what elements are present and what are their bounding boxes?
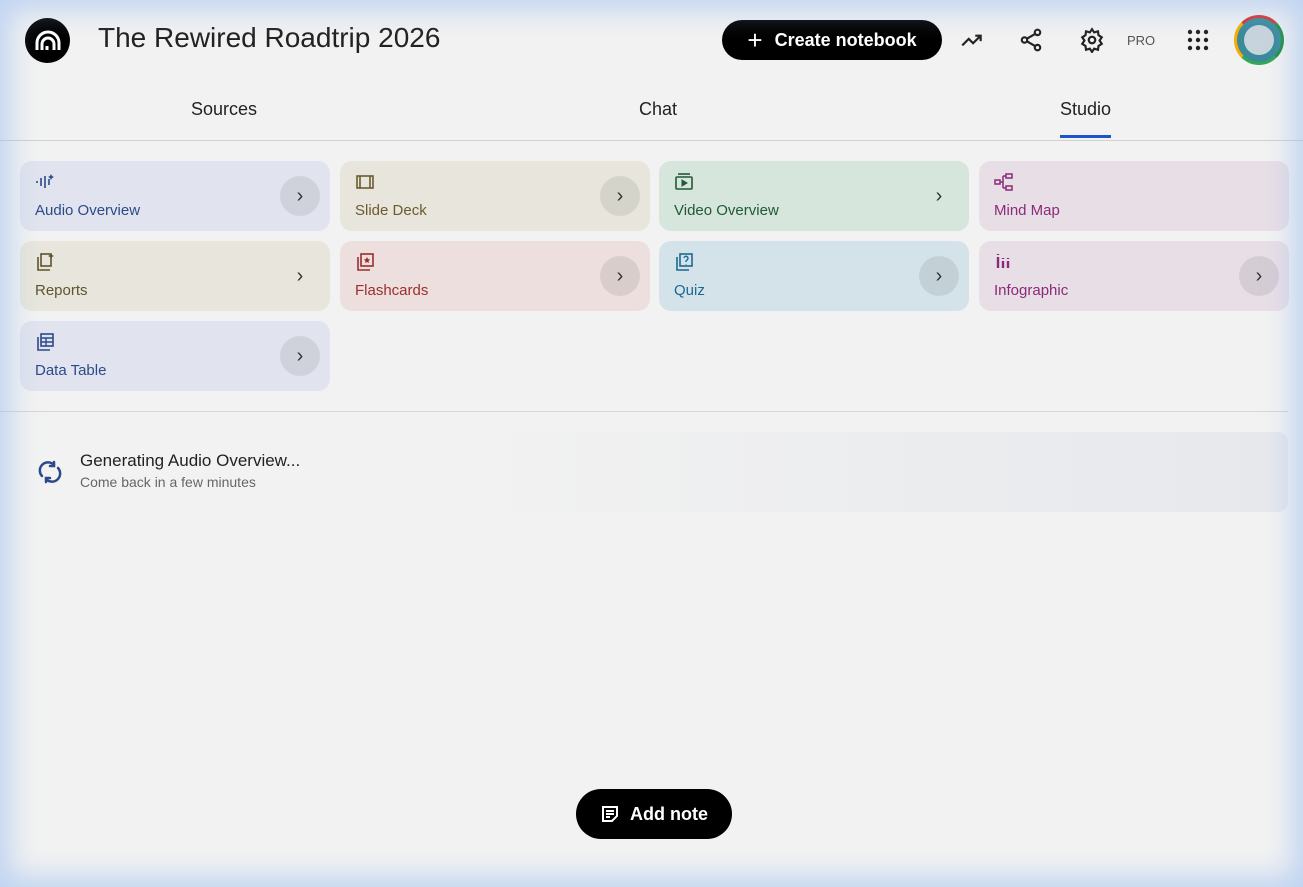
quiz-icon — [676, 253, 693, 271]
add-note-label: Add note — [630, 803, 708, 824]
settings-icon[interactable] — [1078, 26, 1106, 54]
chevron-right-icon[interactable]: › — [600, 176, 640, 216]
studio-tile-label: Video Overview — [674, 202, 779, 219]
panel-tabs: Sources Chat Studio — [0, 85, 1303, 141]
note-icon — [602, 806, 618, 822]
studio-tile-video-overview[interactable]: Video Overview › — [659, 161, 969, 231]
studio-tile-audio-overview[interactable]: Audio Overview › — [20, 161, 330, 231]
studio-tile-label: Flashcards — [355, 282, 429, 299]
chevron-right-icon[interactable]: › — [280, 176, 320, 216]
chevron-right-icon[interactable]: › — [296, 264, 304, 287]
sync-icon — [36, 460, 64, 489]
generating-title: Generating Audio Overview... — [80, 451, 301, 470]
analytics-icon[interactable] — [958, 26, 986, 54]
studio-tile-flashcards[interactable]: Flashcards › — [340, 241, 650, 311]
flashcards-icon — [357, 253, 374, 271]
notebook-title[interactable]: The Rewired Roadtrip 2026 — [98, 22, 441, 53]
table-icon — [37, 333, 54, 351]
mind-map-icon — [994, 173, 1013, 191]
studio-tile-label: Data Table — [35, 362, 107, 379]
share-icon[interactable] — [1017, 26, 1045, 54]
studio-tile-slide-deck[interactable]: Slide Deck › — [340, 161, 650, 231]
studio-tile-data-table[interactable]: Data Table › — [20, 321, 330, 391]
chevron-right-icon[interactable]: › — [935, 184, 943, 207]
plus-icon: + — [747, 25, 763, 55]
chevron-right-icon[interactable]: › — [919, 256, 959, 296]
avatar[interactable] — [1234, 15, 1284, 65]
studio-tile-infographic[interactable]: Infographic › — [979, 241, 1289, 311]
create-notebook-button[interactable]: + Create notebook — [722, 20, 942, 60]
notebooklm-logo-icon[interactable] — [25, 18, 70, 63]
chevron-right-icon[interactable]: › — [600, 256, 640, 296]
slides-icon — [356, 175, 374, 189]
reports-icon — [37, 253, 54, 271]
studio-tile-quiz[interactable]: Quiz › — [659, 241, 969, 311]
add-note-button[interactable]: Add note — [576, 789, 732, 839]
studio-tile-label: Mind Map — [994, 202, 1060, 219]
studio-tile-label: Infographic — [994, 282, 1069, 299]
tab-chat[interactable]: Chat — [639, 99, 678, 119]
divider — [0, 411, 1288, 412]
generating-subtitle: Come back in a few minutes — [80, 474, 256, 490]
tab-sources[interactable]: Sources — [191, 99, 258, 119]
chevron-right-icon[interactable]: › — [280, 336, 320, 376]
studio-tile-label: Slide Deck — [355, 202, 427, 219]
studio-tile-reports[interactable]: Reports › — [20, 241, 330, 311]
video-icon — [675, 173, 693, 190]
studio-tile-label: Quiz — [674, 282, 705, 299]
infographic-icon — [996, 254, 1010, 268]
audio-wave-icon — [36, 174, 54, 188]
studio-tile-label: Reports — [35, 282, 88, 299]
pro-badge: PRO — [1127, 33, 1156, 48]
studio-tile-mind-map[interactable]: Mind Map — [979, 161, 1289, 231]
apps-grid-icon[interactable] — [1184, 26, 1212, 54]
tab-studio[interactable]: Studio — [1060, 99, 1112, 138]
studio-tile-label: Audio Overview — [35, 202, 141, 219]
create-notebook-label: Create notebook — [774, 29, 917, 50]
chevron-right-icon[interactable]: › — [1239, 256, 1279, 296]
generating-audio-overview-item: Generating Audio Overview... Come back i… — [20, 432, 1288, 512]
